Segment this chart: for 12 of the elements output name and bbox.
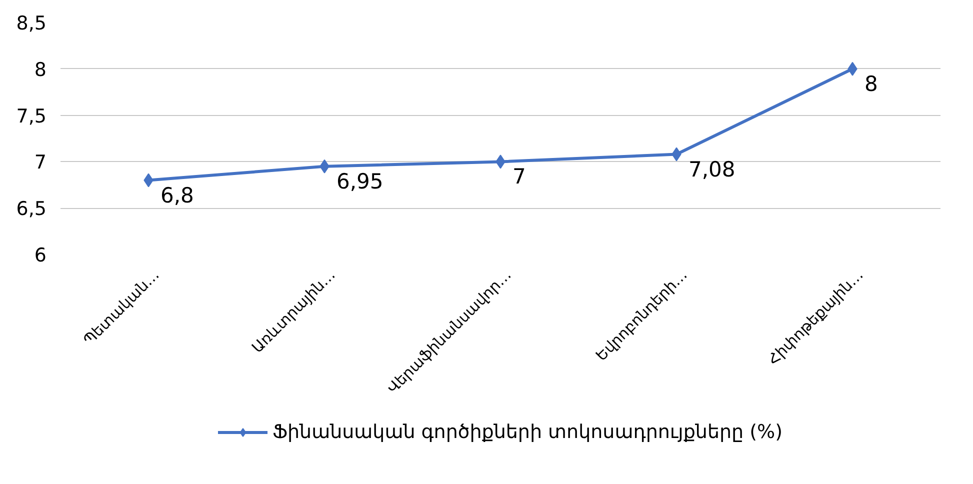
y-tick-label: 8 bbox=[34, 58, 47, 81]
data-label: 6,8 bbox=[160, 183, 194, 208]
y-tick-label: 8,5 bbox=[16, 12, 46, 34]
y-tick-label: 6,5 bbox=[16, 198, 46, 220]
data-label: 8 bbox=[864, 72, 878, 96]
y-tick-label: 6 bbox=[34, 244, 47, 266]
legend-label: Ֆինանսական գործիքների տոկոսադրույքները (%) bbox=[272, 421, 783, 443]
y-tick-label: 7 bbox=[34, 152, 47, 174]
data-label: 7,08 bbox=[688, 157, 736, 182]
data-label: 7 bbox=[512, 164, 526, 189]
y-tick-label: 7,5 bbox=[16, 105, 46, 128]
data-label: 6,95 bbox=[336, 169, 384, 194]
